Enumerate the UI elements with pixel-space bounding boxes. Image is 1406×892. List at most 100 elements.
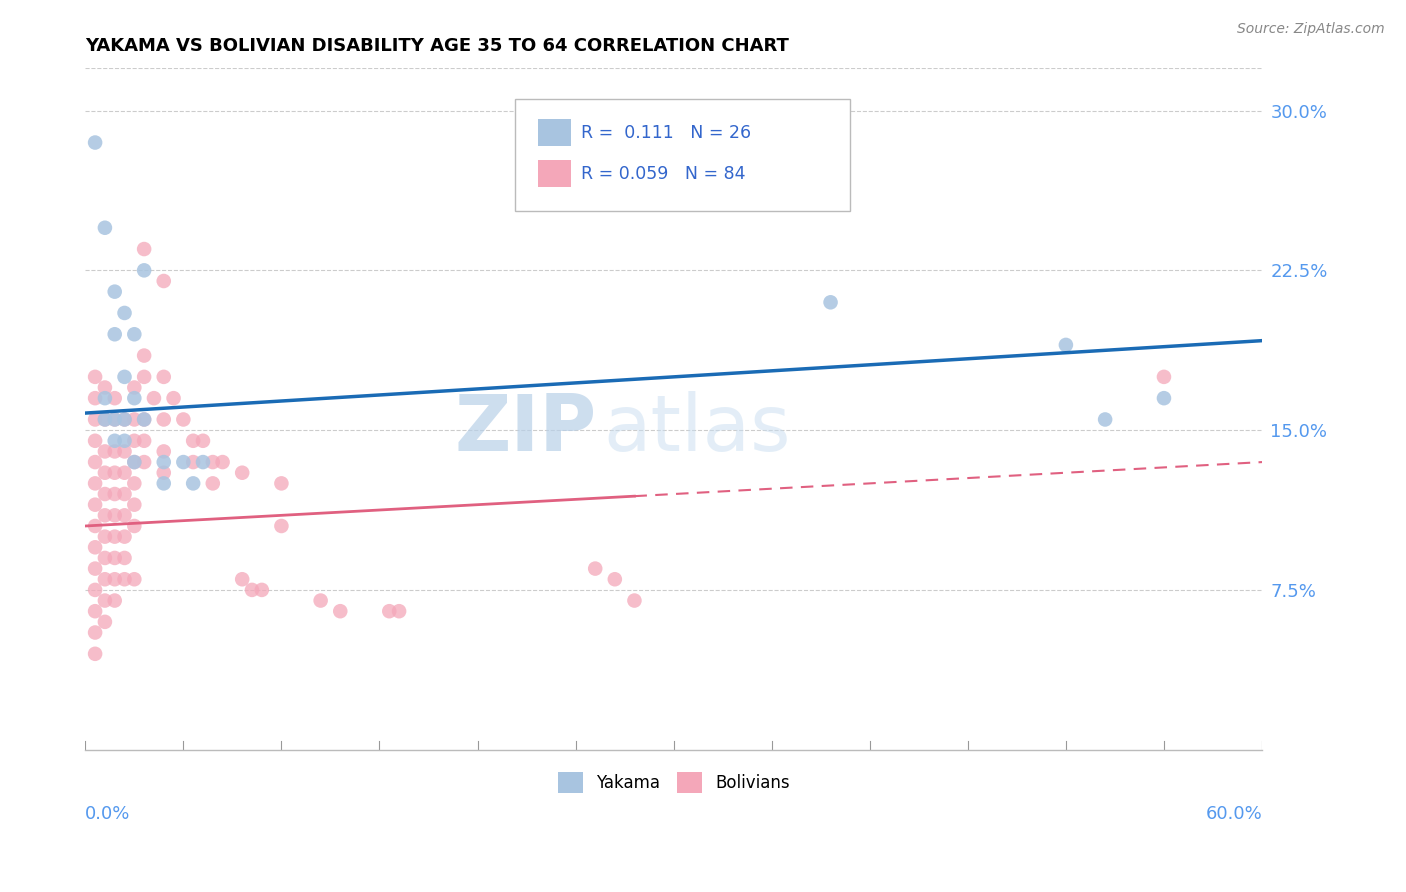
Point: [114, 466, 136, 480]
Point: [114, 412, 136, 426]
Point: [114, 508, 136, 523]
Point: [134, 242, 156, 256]
Point: [124, 476, 146, 491]
Point: [104, 508, 127, 523]
Point: [114, 369, 136, 384]
Point: [114, 572, 136, 586]
Legend: Yakama, Bolivians: Yakama, Bolivians: [551, 765, 796, 799]
Point: [114, 412, 136, 426]
Point: [134, 349, 156, 363]
Point: [114, 306, 136, 320]
Point: [104, 593, 127, 607]
Point: [152, 476, 174, 491]
Point: [211, 455, 233, 469]
Point: [104, 466, 127, 480]
Point: [181, 434, 204, 448]
Point: [84, 604, 107, 618]
Point: [94, 412, 117, 426]
Point: [152, 412, 174, 426]
Point: [231, 572, 253, 586]
Point: [84, 519, 107, 533]
Point: [104, 327, 127, 342]
Point: [270, 519, 292, 533]
Point: [270, 476, 292, 491]
Point: [181, 476, 204, 491]
Point: [231, 466, 253, 480]
Point: [94, 572, 117, 586]
Point: [84, 434, 107, 448]
Point: [114, 530, 136, 544]
Point: [309, 593, 332, 607]
Point: [114, 487, 136, 501]
Point: [124, 412, 146, 426]
Point: [172, 455, 194, 469]
Text: atlas: atlas: [603, 392, 790, 467]
Text: 0.0%: 0.0%: [86, 805, 131, 823]
Point: [152, 369, 174, 384]
Point: [84, 476, 107, 491]
Point: [250, 582, 273, 597]
Point: [94, 220, 117, 235]
Point: [84, 541, 107, 555]
Point: [134, 263, 156, 277]
Point: [124, 455, 146, 469]
Point: [124, 455, 146, 469]
Point: [94, 550, 117, 565]
Point: [240, 582, 263, 597]
Point: [104, 412, 127, 426]
Point: [94, 487, 117, 501]
Point: [172, 412, 194, 426]
Point: [84, 455, 107, 469]
Point: [84, 391, 107, 405]
Point: [84, 136, 107, 150]
Point: [94, 466, 117, 480]
Point: [124, 380, 146, 394]
Point: [104, 391, 127, 405]
Point: [162, 391, 184, 405]
Point: [94, 530, 117, 544]
Point: [94, 380, 117, 394]
Point: [1054, 338, 1077, 352]
Point: [124, 498, 146, 512]
Point: [84, 582, 107, 597]
Point: [201, 476, 224, 491]
Point: [84, 498, 107, 512]
Text: 60.0%: 60.0%: [1205, 805, 1263, 823]
Point: [201, 455, 224, 469]
Point: [104, 444, 127, 458]
Point: [114, 434, 136, 448]
Point: [114, 444, 136, 458]
Point: [181, 455, 204, 469]
Point: [114, 550, 136, 565]
Point: [94, 391, 117, 405]
Point: [104, 487, 127, 501]
Point: [583, 561, 606, 575]
Point: [104, 412, 127, 426]
Point: [84, 625, 107, 640]
FancyBboxPatch shape: [515, 99, 851, 211]
Point: [820, 295, 842, 310]
Point: [124, 391, 146, 405]
Point: [152, 444, 174, 458]
Point: [104, 434, 127, 448]
Bar: [538, 120, 571, 146]
Point: [94, 444, 117, 458]
Text: ZIP: ZIP: [456, 392, 598, 467]
Point: [94, 593, 117, 607]
Text: R = 0.059   N = 84: R = 0.059 N = 84: [581, 165, 745, 183]
Point: [94, 508, 117, 523]
Point: [152, 466, 174, 480]
Point: [84, 647, 107, 661]
Text: YAKAMA VS BOLIVIAN DISABILITY AGE 35 TO 64 CORRELATION CHART: YAKAMA VS BOLIVIAN DISABILITY AGE 35 TO …: [86, 37, 789, 55]
Point: [124, 327, 146, 342]
Point: [124, 434, 146, 448]
Point: [94, 412, 117, 426]
Point: [191, 434, 214, 448]
Point: [142, 391, 165, 405]
Point: [124, 519, 146, 533]
Point: [1153, 369, 1175, 384]
Point: [134, 455, 156, 469]
Point: [1094, 412, 1116, 426]
Point: [1153, 391, 1175, 405]
Point: [84, 561, 107, 575]
